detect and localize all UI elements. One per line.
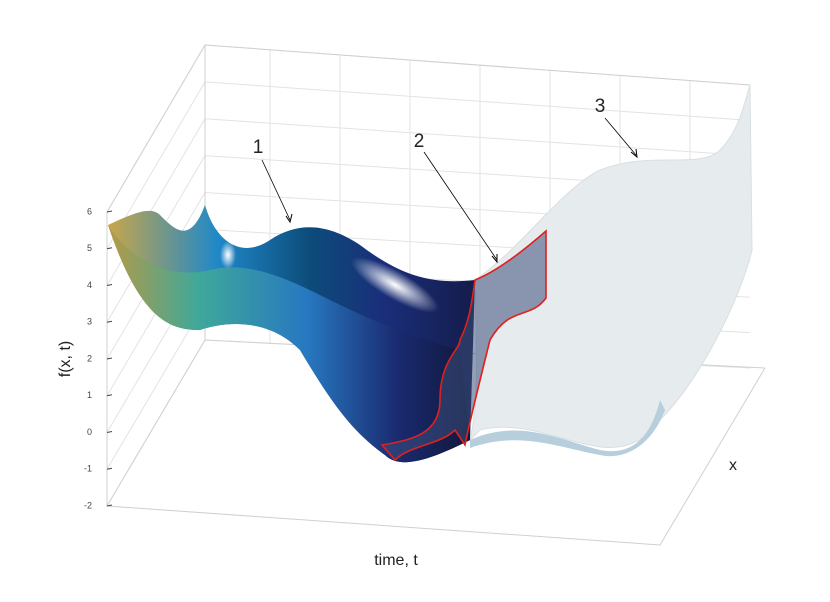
- z-tick-label: 1: [87, 390, 92, 400]
- arrowhead: [285, 213, 293, 224]
- arrowhead: [491, 254, 498, 264]
- surface-past-front: [108, 225, 470, 463]
- axis-box: [106, 44, 766, 546]
- annotation: 1: [253, 137, 264, 158]
- z-tick: [106, 357, 113, 360]
- highlight: [220, 241, 236, 269]
- surface: [108, 84, 753, 463]
- y-axis-label: x: [729, 457, 737, 474]
- z-tick-label: -2: [84, 500, 92, 510]
- z-tick: [106, 284, 113, 286]
- box-edges: [106, 44, 766, 546]
- z-tick-label: 6: [87, 206, 92, 216]
- z-tick: [106, 467, 113, 470]
- annotation: 3: [595, 96, 606, 117]
- arrow: [423, 151, 498, 261]
- annotation: 2: [414, 131, 425, 152]
- highlight: [351, 257, 439, 313]
- z-tick: [106, 431, 113, 433]
- window-surface: [380, 229, 547, 462]
- surface-future: [469, 84, 753, 448]
- z-tick-label: -1: [84, 464, 92, 474]
- z-tick-label: 3: [87, 317, 92, 327]
- z-tick-label: 0: [87, 427, 92, 437]
- surface-future-edge: [470, 400, 665, 457]
- annotation-arrows: [261, 117, 638, 264]
- z-tick: [106, 210, 113, 213]
- z-tick-label: 2: [87, 353, 92, 363]
- z-tick-label: 5: [87, 243, 92, 253]
- x-axis-label: time, t: [374, 552, 418, 569]
- arrow: [604, 117, 637, 156]
- z-tick: [106, 504, 113, 507]
- z-tick-label: 4: [87, 280, 92, 290]
- z-tick: [106, 247, 113, 250]
- arrowhead: [630, 148, 638, 159]
- z-tick: [106, 320, 113, 323]
- arrow: [261, 159, 291, 221]
- z-axis-label: f(x, t): [57, 341, 74, 377]
- z-tick: [106, 394, 113, 397]
